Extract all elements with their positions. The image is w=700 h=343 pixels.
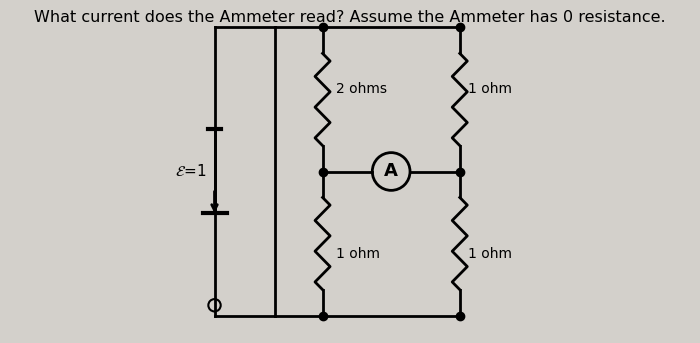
Text: 2 ohms: 2 ohms xyxy=(336,82,387,96)
Text: A: A xyxy=(384,163,398,180)
Text: 1 ohm: 1 ohm xyxy=(336,247,380,261)
Text: 1 ohm: 1 ohm xyxy=(468,82,512,96)
Text: $\mathcal{E}$=1: $\mathcal{E}$=1 xyxy=(175,164,206,179)
Text: What current does the Ammeter read? Assume the Ammeter has 0 resistance.: What current does the Ammeter read? Assu… xyxy=(34,10,666,25)
Text: 1 ohm: 1 ohm xyxy=(468,247,512,261)
